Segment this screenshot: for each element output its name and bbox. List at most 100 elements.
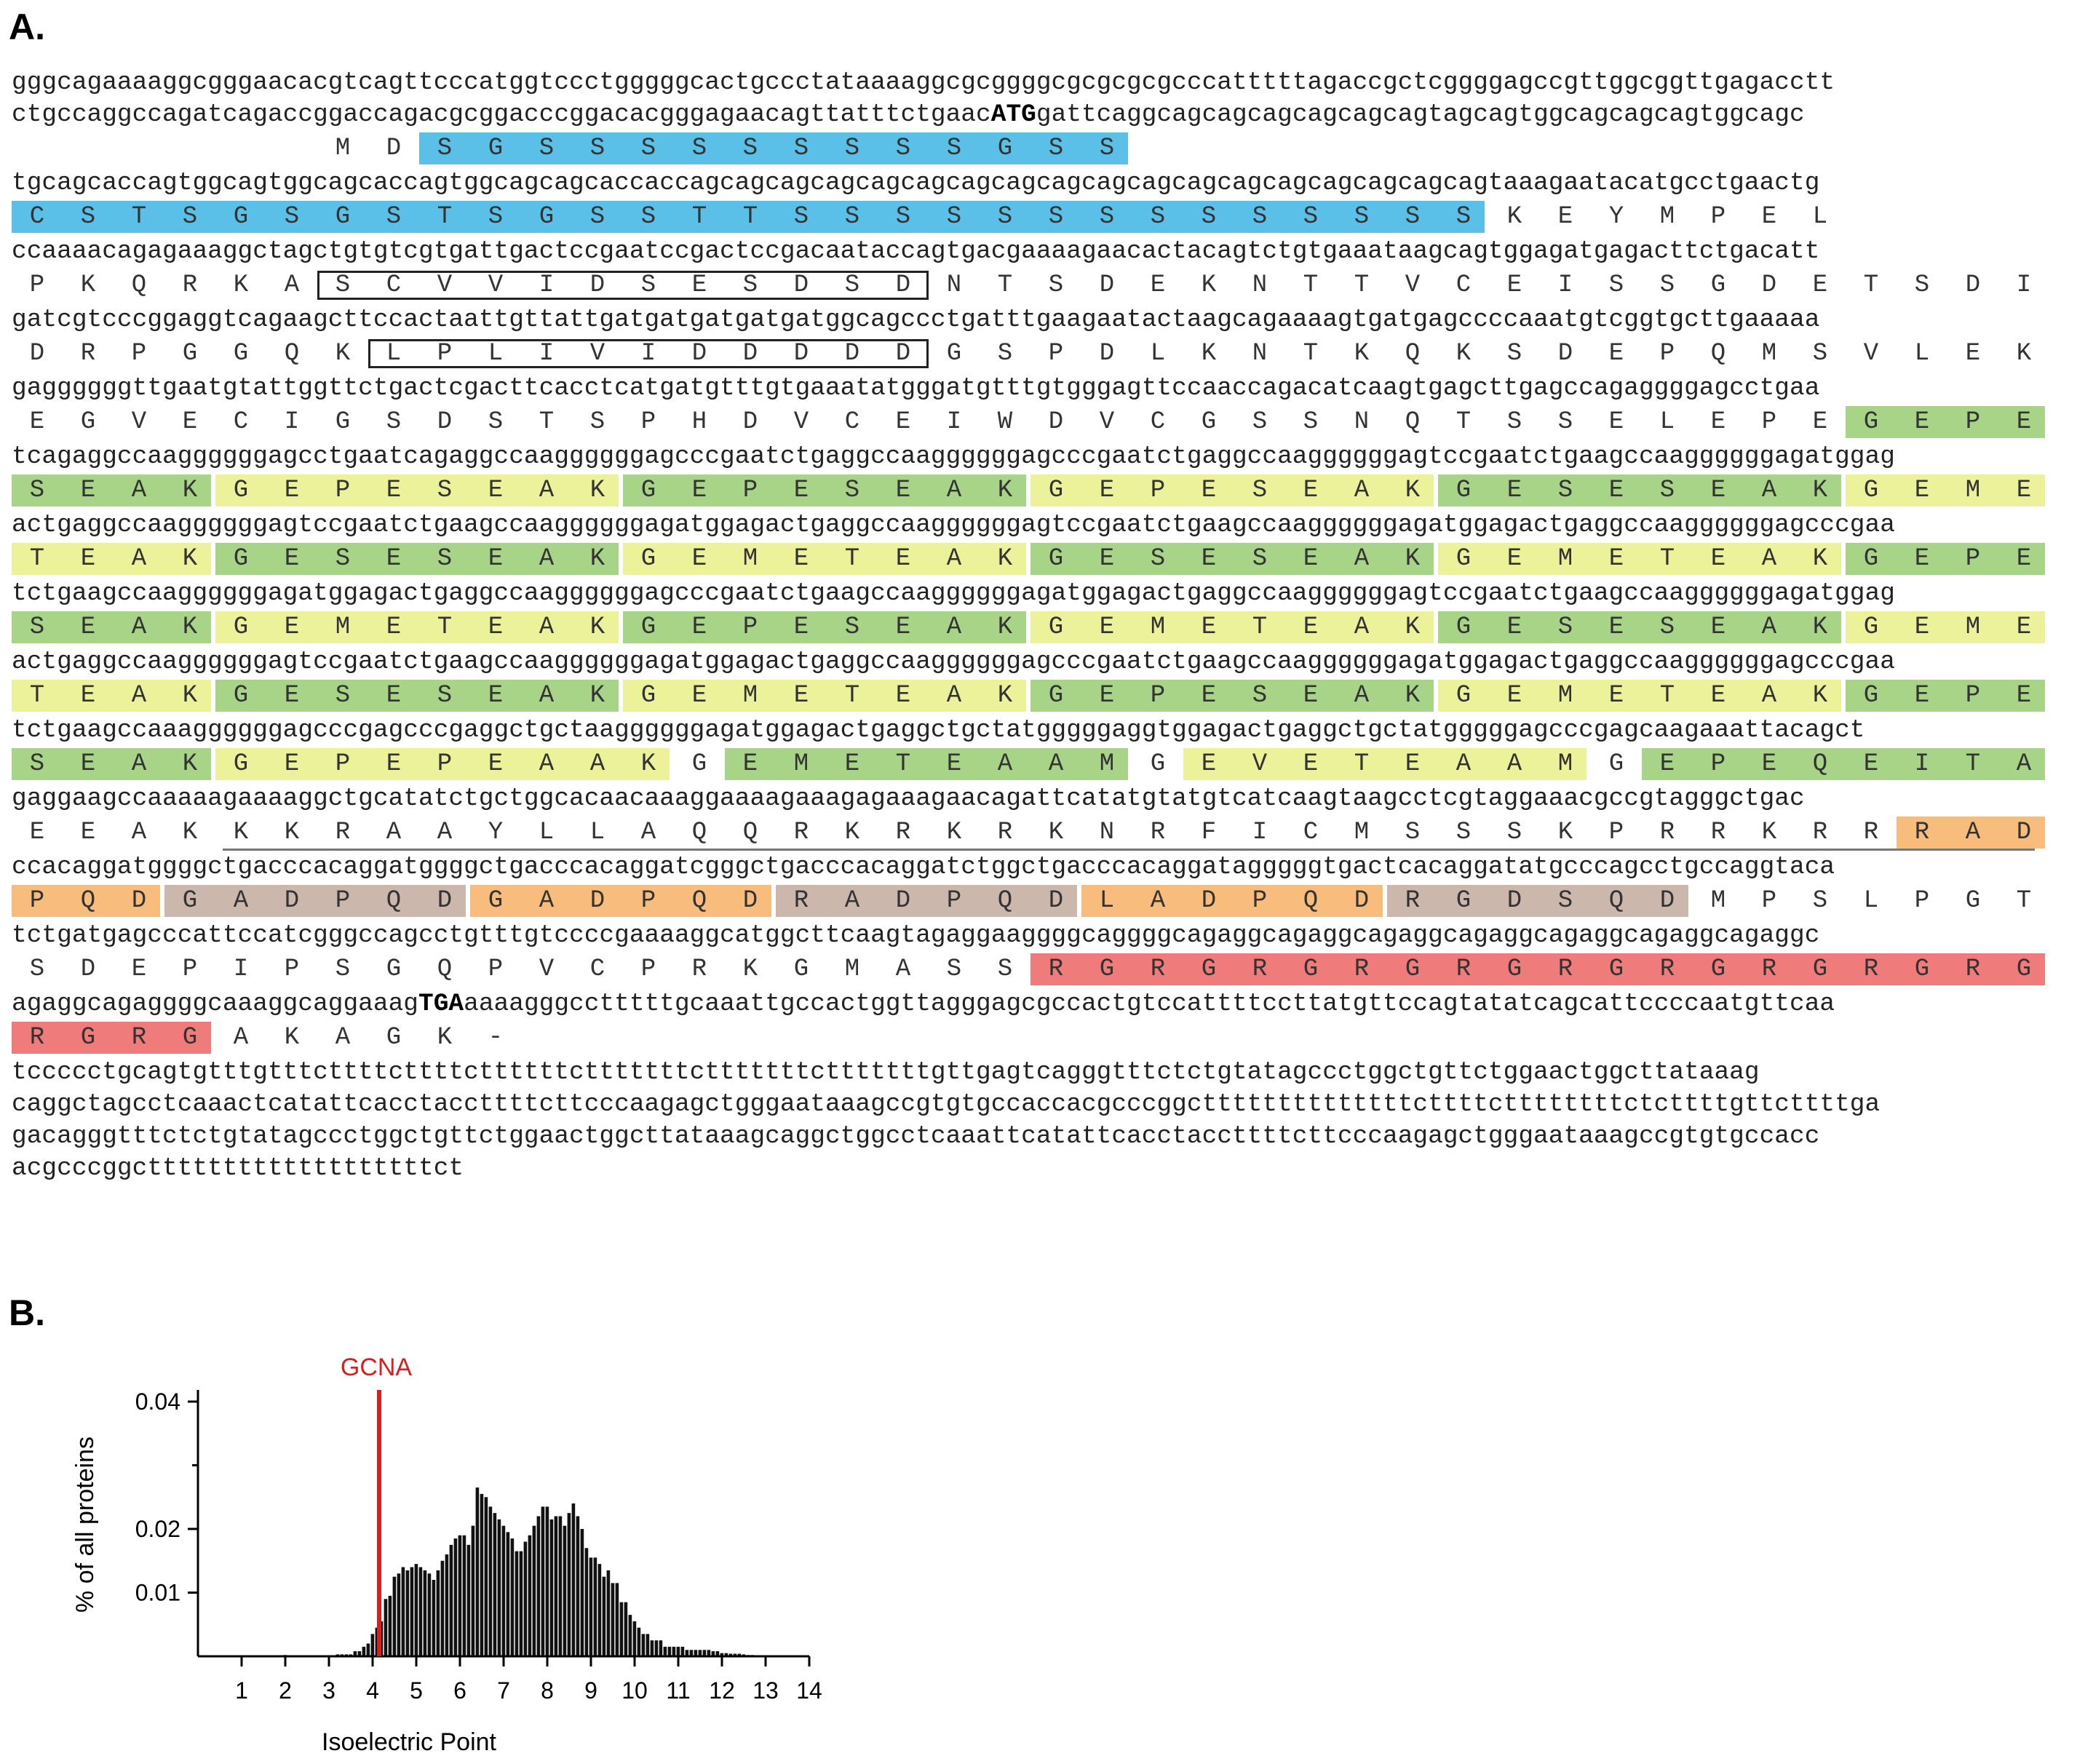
aa-highlight [1030, 611, 1434, 643]
y-tick-label: 0.01 [135, 1580, 180, 1606]
histogram-bar [702, 1650, 707, 1656]
aa-highlight [623, 543, 1026, 575]
aa-highlight [12, 680, 211, 712]
histogram-bar [580, 1529, 584, 1656]
x-tick-label: 2 [279, 1677, 292, 1704]
histogram-bar [624, 1602, 628, 1656]
histogram-bar [606, 1570, 611, 1656]
aa-highlight [1438, 543, 1841, 575]
histogram-bar [711, 1651, 715, 1656]
histogram-bar [362, 1646, 366, 1656]
aa-highlight [776, 885, 1077, 917]
histogram-bar [554, 1516, 558, 1656]
x-tick-label: 14 [796, 1677, 822, 1704]
aa-highlight [1030, 474, 1434, 506]
acidic-motif-box [368, 339, 929, 368]
aa-highlight [1438, 474, 1841, 506]
histogram-bar [445, 1554, 449, 1656]
histogram-bar [680, 1646, 685, 1656]
aa-highlight [1846, 611, 2045, 643]
histogram-bar [611, 1583, 615, 1656]
histogram-bar [471, 1525, 475, 1656]
x-axis-label: Isoelectric Point [322, 1728, 497, 1756]
dna-line: tctgatgagcccattccatcgggccagcctgtttgtcccc… [12, 921, 1820, 950]
histogram-bar [549, 1519, 554, 1656]
histogram-bar [667, 1646, 672, 1656]
aa-highlight [470, 885, 771, 917]
aa-highlight [1030, 680, 1434, 712]
aa-highlight [12, 543, 211, 575]
histogram-bar [397, 1573, 401, 1656]
dna-line: actgaggccaaggggggagtccgaatctgaagccaagggg… [12, 511, 1895, 539]
histogram-bar [597, 1564, 602, 1656]
histogram-bar [432, 1580, 436, 1656]
dna-line: tccccctgcagtgtttgtttcttttcttttcttttttctt… [12, 1058, 1760, 1086]
y-tick-label: 0.02 [135, 1516, 180, 1542]
histogram-bar [615, 1583, 619, 1656]
histogram-bar [366, 1643, 370, 1656]
histogram-bar [392, 1576, 397, 1656]
aa-highlight [215, 611, 619, 643]
histogram-bars [283, 1487, 755, 1656]
histogram-bar [720, 1653, 724, 1656]
aa-highlight [1030, 953, 2045, 985]
histogram-bar [466, 1544, 471, 1656]
dna-line: acgcccggctttttttttttttttttttct [12, 1154, 464, 1183]
dna-line: ccaaaacagagaaaggctagctgtgtcgtgattgactccg… [12, 237, 1820, 266]
histogram-bar [632, 1621, 637, 1656]
aa-highlight [12, 1022, 211, 1054]
nls-underline [223, 849, 2035, 851]
x-tick-label: 3 [322, 1677, 335, 1704]
histogram-bar [427, 1573, 432, 1656]
dna-line: ctgccaggccagatcagaccggaccagacgcggacccgga… [12, 100, 1805, 129]
x-tick-label: 8 [541, 1677, 554, 1704]
aa-highlight [1846, 543, 2045, 575]
aa-highlight [215, 474, 619, 506]
aa-highlight [12, 474, 211, 506]
aa-highlight [12, 201, 1485, 233]
histogram-bar [532, 1525, 536, 1656]
histogram-bar [715, 1651, 720, 1656]
dna-line: gaggaagccaaaaagaaaaggctgcatatctgctggcaca… [12, 784, 1805, 813]
dna-line: gacagggtttctctgtatagccctggctgttctggaactg… [12, 1122, 1820, 1151]
histogram-bar [589, 1557, 593, 1656]
aa-highlight [12, 611, 211, 643]
acidic-motif-box [317, 271, 929, 300]
histogram-bar [563, 1525, 567, 1656]
histogram-bar [488, 1506, 493, 1656]
dna-line: gaggggggttgaatgtattggttctgactcgacttcacct… [12, 374, 1820, 402]
panel-b-label: B. [9, 1292, 45, 1333]
aa-highlight [215, 748, 670, 780]
dna-line: tctgaagccaaggggggagatggagactgaggccaagggg… [12, 579, 1895, 608]
aa-highlight [1642, 748, 2045, 780]
dna-line: caggctagcctcaaactcatattcacctaccttttcttcc… [12, 1090, 1881, 1119]
histogram-bar [724, 1653, 728, 1656]
histogram-bar [440, 1560, 445, 1656]
histogram-bar [401, 1567, 405, 1656]
aa-highlight [215, 543, 619, 575]
x-tick-label: 1 [235, 1677, 248, 1704]
histogram-bar [567, 1513, 571, 1656]
histogram-bar [497, 1519, 501, 1656]
isoelectric-histogram: 1 2 3 4 5 6 7 8 9 10 11 12 13 14 0.01 0.02 0.04 GCNA Is… [0, 1339, 873, 1760]
histogram-bar [418, 1567, 423, 1656]
histogram-svg: 1 2 3 4 5 6 7 8 9 10 11 12 13 14 0.010.020.04 GCNA Is… [71, 1354, 822, 1756]
histogram-bar [501, 1525, 506, 1656]
aa-highlight [1081, 885, 1383, 917]
histogram-bar [650, 1640, 654, 1656]
histogram-bar [737, 1653, 742, 1656]
histogram-bar [698, 1650, 702, 1656]
aa-highlight [419, 132, 1128, 164]
histogram-bar [646, 1634, 650, 1656]
histogram-bar [510, 1538, 515, 1656]
histogram-bar [637, 1627, 641, 1656]
histogram-bar [593, 1557, 597, 1656]
histogram-bar [528, 1535, 532, 1656]
aa-highlight [12, 885, 160, 917]
dna-line: tcagaggccaaggggggagcctgaatcagaggccaagggg… [12, 442, 1895, 471]
histogram-bar [423, 1570, 427, 1656]
